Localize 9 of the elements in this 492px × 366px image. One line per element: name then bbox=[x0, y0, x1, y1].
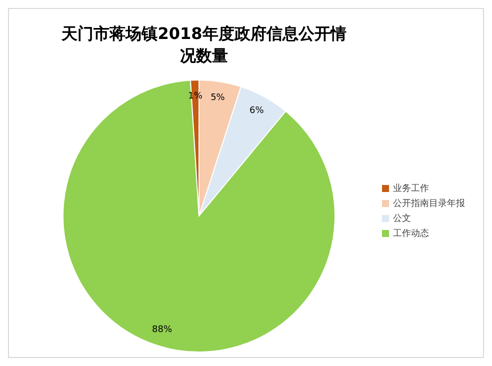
chart-title: 天门市蒋场镇2018年度政府信息公开情况数量 bbox=[60, 23, 348, 67]
legend-label: 公文 bbox=[393, 214, 411, 224]
data-label: 5% bbox=[210, 92, 226, 103]
legend-label: 公开指南目录年报 bbox=[393, 199, 465, 209]
pie-slice bbox=[62, 80, 336, 352]
legend-label: 业务工作 bbox=[393, 184, 429, 194]
data-label: 6% bbox=[250, 106, 264, 116]
legend-label: 工作动态 bbox=[393, 229, 429, 239]
data-label: 88% bbox=[152, 324, 172, 335]
